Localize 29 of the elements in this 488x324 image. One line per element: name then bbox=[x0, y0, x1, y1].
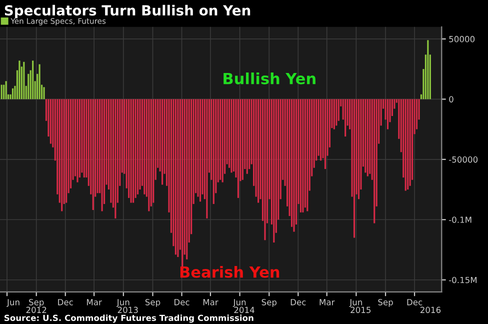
annotation: Bullish Yen bbox=[224, 72, 316, 84]
x2-tick-label: 2012 bbox=[26, 306, 46, 314]
annotation: Bearish Yen bbox=[180, 266, 280, 278]
x-tick-label: Mar bbox=[87, 299, 102, 306]
chart-title: Speculators Turn Bullish on Yen bbox=[4, 4, 250, 18]
x2-tick-label: 2013 bbox=[118, 306, 138, 314]
x2-tick-label: 2015 bbox=[350, 306, 371, 314]
x-tick-label: Dec bbox=[174, 299, 190, 306]
x2-tick-label: 2014 bbox=[234, 306, 254, 314]
x-tick-label: Sep bbox=[262, 299, 277, 307]
x-tick-label: Sep bbox=[145, 299, 160, 307]
x-tick-label: Mar bbox=[203, 299, 218, 306]
y-tick-label: -0.1M bbox=[448, 216, 472, 223]
y-tick-label: -0.15M bbox=[448, 276, 477, 284]
y-tick-label: -50000 bbox=[448, 156, 478, 163]
y-tick-label: 0 bbox=[449, 96, 454, 102]
source-note: Source: U.S. Commodity Futures Trading Commission bbox=[4, 314, 254, 323]
y-tick-label: 50000 bbox=[449, 36, 475, 42]
x-tick-label: Jun bbox=[6, 299, 20, 307]
x-tick-label: Sep bbox=[29, 299, 44, 307]
x-tick-label: Mar bbox=[320, 299, 335, 306]
x-tick-label: Dec bbox=[58, 299, 73, 306]
x-tick-label: Dec bbox=[290, 299, 306, 306]
x-tick-label: Jun bbox=[116, 299, 130, 307]
x-tick-label: Dec bbox=[407, 299, 422, 306]
x2-tick-label: 2016 bbox=[420, 306, 441, 314]
x-tick-label: Jun bbox=[232, 299, 246, 307]
x-tick-label: Jun bbox=[349, 299, 362, 307]
x-tick-label: Sep bbox=[378, 299, 393, 307]
